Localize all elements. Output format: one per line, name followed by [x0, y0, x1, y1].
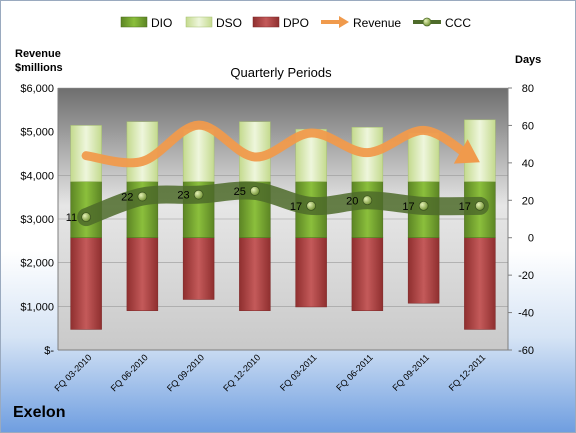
right-tick-label: -40	[518, 308, 534, 320]
ccc-marker	[418, 200, 429, 211]
legend-swatch-ccc	[413, 17, 441, 27]
left-tick-label: $4,000	[20, 170, 54, 182]
left-tick-label: $2,000	[20, 258, 54, 270]
ccc-marker	[306, 200, 317, 211]
ccc-marker	[362, 195, 373, 206]
category-tick-label: FQ 06-2010	[109, 352, 150, 393]
ccc-marker	[249, 186, 260, 196]
ccc-series: 11 22 23 25 17 20 17 17	[66, 181, 489, 227]
ccc-data-label: 23	[177, 190, 189, 202]
right-tick-label: 80	[522, 83, 534, 95]
ccc-data-label: 11	[66, 212, 77, 224]
left-axis-title-line1: Revenue	[15, 48, 61, 60]
ccc-data-label: 17	[459, 201, 471, 213]
category-tick-label: FQ 06-2011	[334, 352, 375, 393]
ccc-marker	[193, 189, 204, 200]
left-tick-label: $3,000	[20, 214, 54, 226]
ccc-data-label: 17	[402, 201, 414, 213]
ccc-data-label: 25	[234, 186, 246, 198]
right-tick-label: 40	[522, 158, 534, 170]
left-tick-label: $1,000	[20, 301, 54, 313]
legend-label-ccc: CCC	[445, 16, 471, 30]
right-tick-label: 0	[528, 233, 534, 245]
category-tick-label: FQ 12-2010	[221, 352, 262, 393]
bar-dpo	[126, 237, 159, 311]
ccc-data-label: 17	[290, 201, 302, 213]
right-tick-label: -20	[518, 270, 534, 282]
company-name: Exelon	[13, 404, 66, 421]
left-tick-label: $5,000	[20, 127, 54, 139]
right-tick-label: 60	[522, 120, 534, 132]
right-tick-label: -60	[518, 345, 534, 357]
legend-swatch-dio	[120, 16, 148, 28]
legend-swatch-revenue	[321, 16, 349, 28]
legend-label-dpo: DPO	[283, 16, 309, 30]
bar-dpo	[407, 237, 440, 304]
right-axis-title: Days	[515, 54, 541, 66]
right-tick-label: 20	[522, 195, 534, 207]
category-tick-label: FQ 09-2011	[390, 352, 431, 393]
legend-label-dso: DSO	[216, 16, 242, 30]
legend-label-dio: DIO	[151, 16, 172, 30]
category-tick-label: FQ 03-2011	[278, 352, 319, 393]
left-tick-label: $-	[44, 345, 54, 357]
legend: DIO DSO DPO Revenue CCC	[120, 16, 471, 30]
category-tick-label: FQ 12-2011	[447, 352, 488, 393]
ccc-marker	[474, 200, 485, 211]
chart-title: Quarterly Periods	[230, 65, 332, 80]
category-tick-label: FQ 09-2010	[165, 352, 206, 393]
bar-dpo	[351, 237, 384, 311]
left-axis-title-line2: $millions	[15, 62, 63, 74]
ccc-marker	[81, 212, 92, 223]
category-tick-label: FQ 03-2010	[53, 352, 94, 393]
revenue-series	[81, 120, 480, 168]
legend-label-revenue: Revenue	[353, 16, 401, 30]
ccc-data-label: 20	[346, 195, 358, 207]
left-tick-label: $6,000	[20, 83, 54, 95]
bar-dpo	[182, 237, 215, 300]
legend-swatch-dso	[185, 16, 213, 28]
bar-dpo	[295, 237, 327, 308]
legend-swatch-dpo	[252, 16, 280, 28]
bar-dso	[182, 128, 215, 182]
bar-dpo	[464, 237, 496, 330]
revenue-arrow-head	[453, 139, 480, 164]
ccc-data-label: 22	[121, 192, 133, 204]
bar-dso	[407, 132, 440, 182]
bar-dpo	[239, 237, 271, 311]
revenue-line	[81, 120, 474, 168]
ccc-marker	[137, 191, 148, 202]
bar-dpo	[70, 237, 102, 330]
